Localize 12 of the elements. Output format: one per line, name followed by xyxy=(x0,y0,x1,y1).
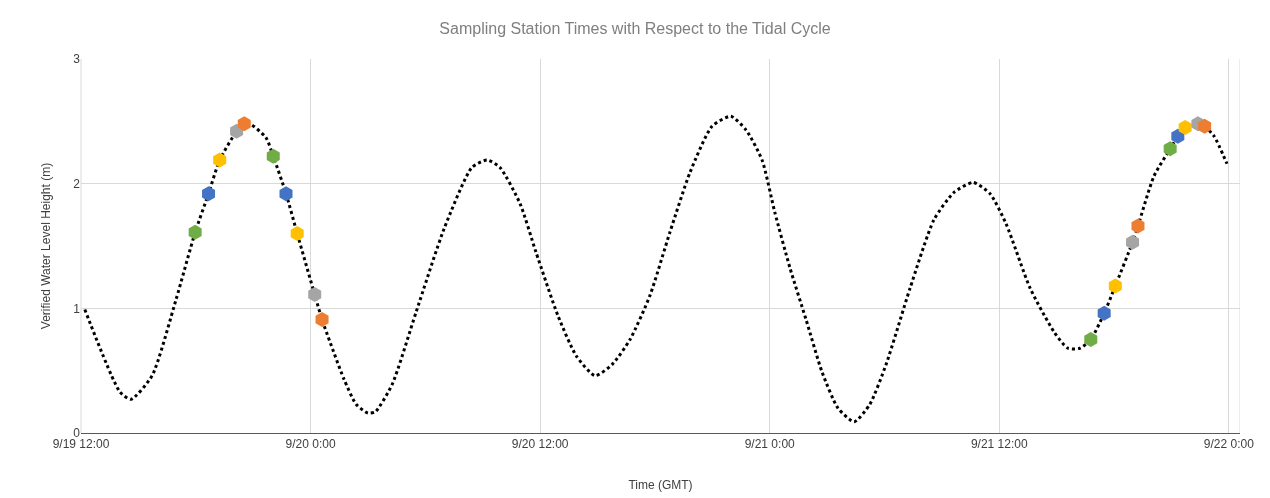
y-tick-label: 3 xyxy=(73,52,81,67)
x-axis-title: Time (GMT) xyxy=(628,478,693,493)
x-tick-label: 9/20 0:00 xyxy=(285,437,336,452)
y-axis-title: Verified Water Level Height (m) xyxy=(38,162,53,330)
x-tick-label: 9/21 12:00 xyxy=(970,437,1028,452)
x-tick-label: 9/21 0:00 xyxy=(744,437,796,452)
x-tick-label: 9/22 0:00 xyxy=(1203,437,1255,452)
x-tick-label: 9/20 12:00 xyxy=(511,437,569,452)
chart-title: Sampling Station Times with Respect to the Tidal Cycle xyxy=(439,19,831,37)
x-tick-label: 9/19 12:00 xyxy=(52,437,110,452)
y-tick-label: 2 xyxy=(73,176,81,191)
y-tick-label: 1 xyxy=(73,301,81,316)
